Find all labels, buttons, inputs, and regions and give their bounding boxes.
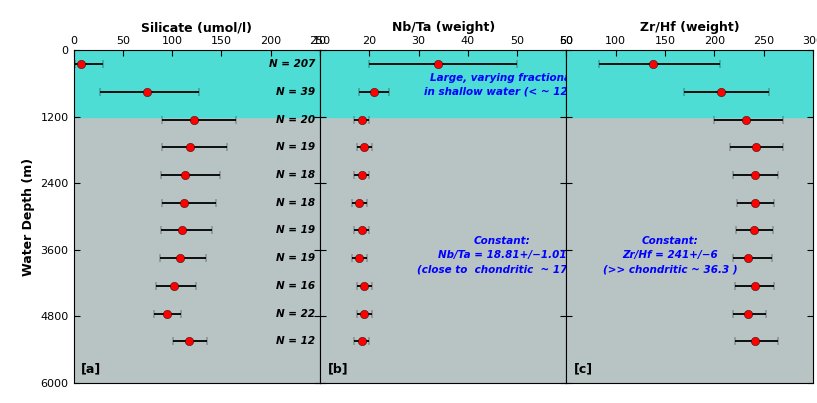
Text: N = 12: N = 12 — [276, 336, 315, 346]
Text: N = 207: N = 207 — [269, 59, 315, 69]
Text: [b]: [b] — [328, 362, 348, 376]
Text: N = 19: N = 19 — [276, 225, 315, 235]
Text: N = 19: N = 19 — [276, 253, 315, 263]
Text: N = 39: N = 39 — [276, 87, 315, 97]
Text: N = 18: N = 18 — [276, 170, 315, 180]
Text: N = 22: N = 22 — [276, 309, 315, 319]
Bar — [74, 50, 320, 117]
Text: Constant:
Nb/Ta = 18.81+/−1.01
(close to  chondritic  ~ 17.6 ): Constant: Nb/Ta = 18.81+/−1.01 (close to… — [417, 237, 587, 274]
Text: Large, varying fractionation
in shallow water (< ~ 1200 m): Large, varying fractionation in shallow … — [423, 73, 601, 97]
X-axis label: Zr/Hf (weight): Zr/Hf (weight) — [640, 21, 739, 34]
Text: N = 20: N = 20 — [276, 114, 315, 125]
Text: [c]: [c] — [574, 362, 593, 376]
Text: N = 19: N = 19 — [276, 142, 315, 152]
Bar — [566, 50, 813, 117]
Text: N = 18: N = 18 — [276, 198, 315, 208]
X-axis label: Nb/Ta (weight): Nb/Ta (weight) — [391, 21, 495, 34]
X-axis label: Silicate (umol/l): Silicate (umol/l) — [141, 21, 252, 34]
Y-axis label: Water Depth (m): Water Depth (m) — [22, 158, 35, 276]
Text: [a]: [a] — [81, 362, 101, 376]
Text: Constant:
Zr/Hf = 241+/−6
(>> chondritic ~ 36.3 ): Constant: Zr/Hf = 241+/−6 (>> chondritic… — [603, 237, 737, 274]
Text: N = 16: N = 16 — [276, 281, 315, 291]
Bar — [320, 50, 566, 117]
